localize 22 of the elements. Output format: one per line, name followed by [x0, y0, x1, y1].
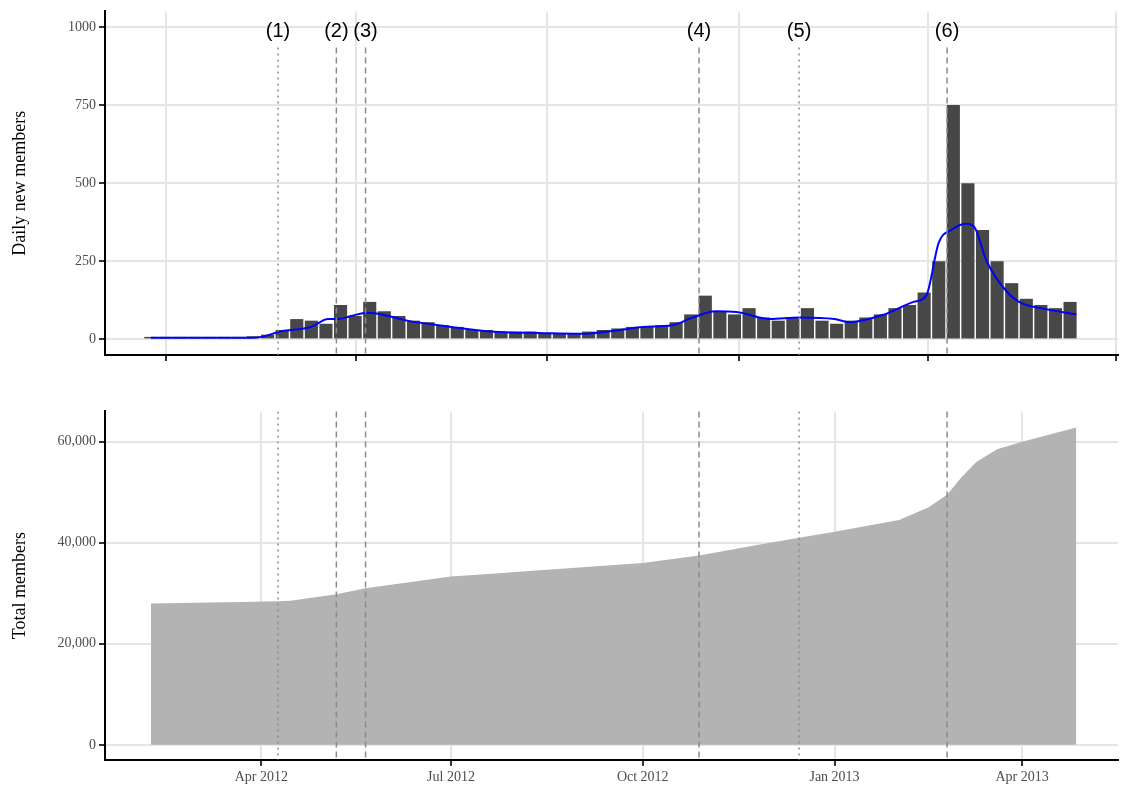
x-tick-label: Oct 2012 — [616, 769, 669, 785]
ref-line-label: (6) — [934, 18, 960, 41]
x-tick-label: Apr 2012 — [234, 769, 288, 785]
y-tick-label: 750 — [75, 96, 96, 112]
y-axis-title: Total members — [8, 532, 29, 640]
y-tick-label: 250 — [75, 252, 96, 268]
ref-line-label: (5) — [786, 18, 812, 41]
y-tick-label: 0 — [89, 331, 96, 347]
ref-line-label: (2) — [324, 18, 349, 41]
y-tick-label: 500 — [75, 174, 96, 190]
y-tick-label: 40,000 — [57, 534, 96, 550]
ref-line-label: (4) — [686, 18, 712, 41]
x-tick-label: Jan 2013 — [809, 769, 860, 785]
y-tick-label: 60,000 — [57, 433, 96, 449]
ref-line-label: (3) — [353, 18, 378, 41]
x-tick-label: Apr 2013 — [995, 769, 1049, 785]
x-tick-label: Jul 2012 — [427, 769, 475, 785]
y-tick-label: 1000 — [68, 18, 96, 34]
y-axis-title: Daily new members — [8, 110, 29, 256]
y-tick-label: 0 — [89, 736, 96, 752]
y-tick-label: 20,000 — [57, 635, 96, 651]
ref-line-label: (1) — [265, 18, 291, 41]
